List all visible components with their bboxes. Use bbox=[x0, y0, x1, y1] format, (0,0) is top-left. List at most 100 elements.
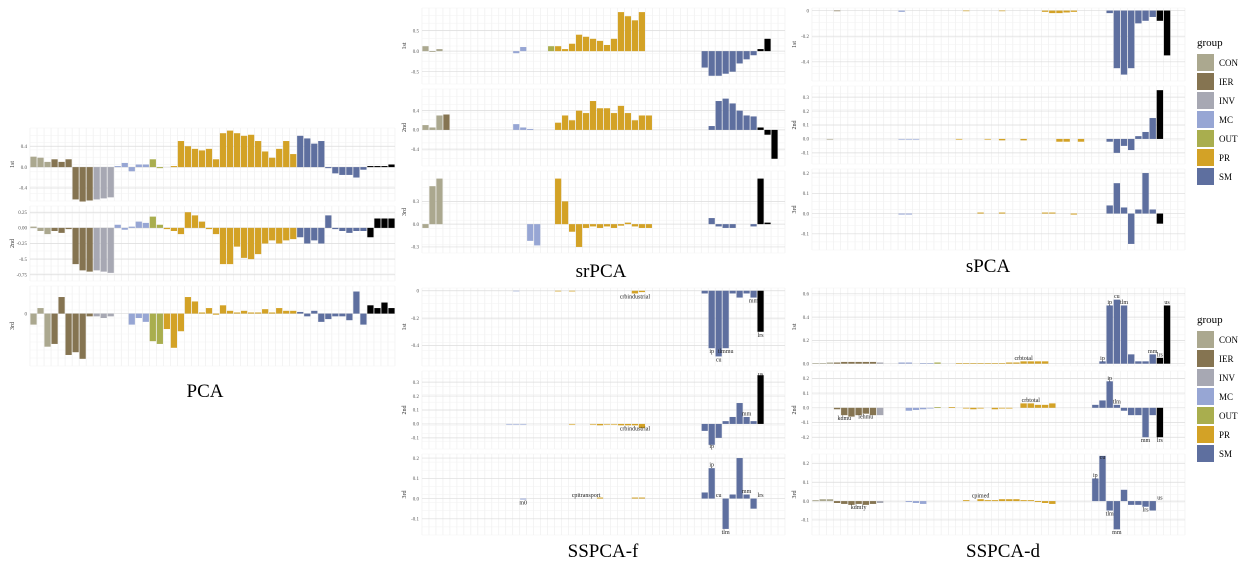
bar bbox=[757, 49, 764, 52]
bar bbox=[708, 218, 715, 225]
bar bbox=[984, 500, 991, 502]
bar bbox=[226, 310, 234, 314]
bar bbox=[1120, 207, 1128, 214]
axis-label: 3rd bbox=[10, 322, 16, 330]
annotation-label: ip bbox=[1107, 300, 1112, 306]
bar bbox=[912, 501, 920, 503]
bar bbox=[991, 500, 999, 502]
bar bbox=[568, 423, 576, 425]
bar bbox=[374, 166, 381, 168]
bar bbox=[862, 501, 869, 505]
bar bbox=[743, 416, 750, 424]
panel-3rd: 0.2 0.1 0.0 -0.1 3rd bbox=[402, 453, 786, 536]
axis-label: 3rd bbox=[402, 208, 408, 216]
bar bbox=[198, 312, 206, 314]
bar bbox=[513, 124, 520, 130]
tick-label: 0.0 bbox=[803, 212, 810, 217]
bar bbox=[562, 201, 569, 225]
bar bbox=[722, 421, 729, 424]
annotation-label: ip bbox=[709, 349, 714, 355]
bar bbox=[912, 407, 920, 410]
bar bbox=[610, 423, 618, 425]
annotation-label: cu bbox=[716, 357, 722, 363]
bar bbox=[819, 363, 826, 364]
bar bbox=[1034, 404, 1042, 408]
annotations: crbindustrialipcutlmmummlrscrbindustrial… bbox=[519, 294, 764, 535]
bar bbox=[283, 141, 290, 168]
annotation-label: m0 bbox=[519, 501, 527, 507]
bar bbox=[1099, 361, 1106, 364]
bar bbox=[304, 227, 311, 244]
tick-label: 0.2 bbox=[803, 172, 810, 177]
legend-swatch bbox=[1197, 168, 1214, 185]
bar bbox=[869, 407, 877, 416]
bar bbox=[1063, 138, 1070, 142]
bar bbox=[1149, 209, 1156, 214]
bar bbox=[589, 224, 597, 227]
legend-label: SM bbox=[1219, 172, 1232, 182]
bar bbox=[848, 501, 855, 505]
bar bbox=[339, 227, 346, 231]
bar bbox=[149, 216, 156, 228]
legend-label: CON bbox=[1219, 335, 1239, 345]
bar bbox=[339, 313, 346, 317]
tick-label: 0 bbox=[417, 289, 420, 294]
bar bbox=[163, 313, 170, 330]
tick-label: 0.4 bbox=[21, 145, 28, 150]
tick-label: 0.1 bbox=[803, 392, 810, 397]
bar bbox=[205, 148, 213, 168]
bar bbox=[1041, 212, 1049, 214]
chart-pca: 0.4 0.0 -0.4 1st 0.25 0.00 -0.25 -0.5 -0.75 2nd 0 3… bbox=[10, 127, 396, 367]
bar bbox=[1163, 305, 1171, 364]
bar bbox=[722, 290, 729, 349]
bar bbox=[855, 501, 862, 504]
bar bbox=[156, 167, 163, 169]
bar bbox=[1128, 407, 1135, 416]
bar bbox=[58, 297, 65, 314]
bar bbox=[1156, 10, 1164, 21]
bar bbox=[184, 212, 192, 228]
bar bbox=[212, 313, 220, 315]
bar bbox=[977, 407, 984, 409]
bar bbox=[589, 423, 597, 425]
bar bbox=[30, 226, 37, 228]
bar bbox=[562, 49, 569, 52]
annotation-label: cu bbox=[716, 493, 722, 499]
bar bbox=[736, 458, 743, 499]
legend-swatch bbox=[1197, 369, 1214, 386]
bar bbox=[1020, 403, 1027, 408]
bar bbox=[1106, 501, 1113, 511]
bar bbox=[833, 407, 841, 410]
bar bbox=[617, 12, 625, 52]
bar bbox=[905, 138, 913, 140]
annotation-label: cu bbox=[1114, 294, 1120, 300]
bar bbox=[184, 297, 192, 314]
bar bbox=[855, 407, 862, 416]
bar bbox=[1113, 299, 1121, 364]
bar bbox=[381, 302, 388, 314]
tick-label: 0.4 bbox=[413, 109, 420, 114]
bar bbox=[919, 407, 927, 410]
bar bbox=[955, 363, 963, 364]
bar bbox=[701, 290, 708, 294]
panel-1st: 0.6 0.4 0.2 0.0 1st bbox=[792, 287, 1186, 367]
bar bbox=[833, 501, 841, 503]
bar bbox=[1156, 357, 1164, 364]
bar bbox=[290, 310, 297, 314]
bar bbox=[534, 224, 541, 246]
axis-label: 3rd bbox=[792, 491, 798, 499]
bar bbox=[100, 167, 107, 199]
legend-swatch bbox=[1197, 350, 1214, 367]
tick-label: 0.0 bbox=[413, 223, 420, 228]
bar bbox=[905, 407, 913, 411]
tick-label: 0.0 bbox=[21, 166, 28, 171]
legend-swatch bbox=[1197, 388, 1214, 405]
bar bbox=[1056, 138, 1063, 142]
tick-label: -0.4 bbox=[801, 60, 809, 65]
bar bbox=[247, 134, 255, 168]
bar bbox=[575, 34, 583, 52]
bar bbox=[170, 313, 178, 348]
bar bbox=[332, 313, 339, 317]
bar bbox=[422, 224, 429, 228]
bar bbox=[603, 108, 611, 130]
